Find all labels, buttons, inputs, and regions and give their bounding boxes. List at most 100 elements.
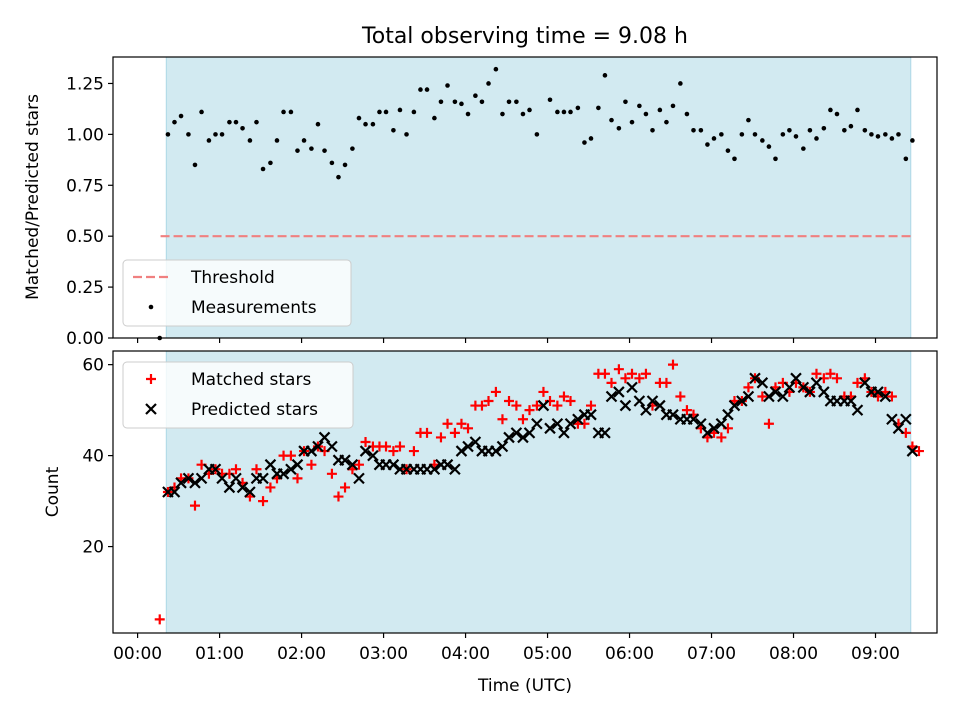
data-point [572,413,584,426]
data-point [620,373,631,384]
data-point [189,500,200,511]
data-point [555,109,560,115]
legend-label: Matched stars [191,370,311,390]
data-point [640,368,651,379]
data-point [613,386,625,398]
data-point [675,391,686,402]
data-point [435,432,446,443]
data-point [797,381,810,394]
data-point [264,458,277,471]
data-point [295,148,300,153]
data-point [449,427,460,438]
data-point [240,125,245,131]
legend-label: Threshold [190,268,275,288]
data-point [558,391,569,402]
data-point [326,468,337,479]
data-point [359,445,372,457]
data-point [828,107,833,113]
data-point [305,445,318,457]
data-point [657,107,663,113]
data-point [340,482,351,493]
data-point [441,458,454,471]
data-point [479,99,485,105]
data-point [346,458,359,471]
x-tick-label: 07:00 [687,644,736,664]
data-point [309,146,314,151]
data-point [506,99,512,105]
data-point [544,422,556,435]
data-point [634,373,645,384]
data-point [818,386,830,398]
data-point [623,99,628,105]
data-point [769,386,782,398]
data-point [418,87,423,92]
data-point [510,427,523,439]
data-point [251,464,262,475]
data-point [681,405,692,416]
data-point [165,132,171,137]
data-point [213,132,218,137]
data-point [749,372,761,385]
data-point [230,472,242,485]
data-point [889,136,895,141]
data-point [739,132,745,137]
data-point [236,481,249,494]
data-point [227,119,232,125]
legend-marker [146,374,156,384]
data-point [318,431,331,444]
data-point [154,614,165,625]
data-point [763,418,774,429]
data-point [274,138,280,143]
data-point [565,396,576,407]
data-point [766,144,772,149]
data-point [178,113,184,119]
data-point [619,399,632,412]
data-point [503,431,515,444]
data-point [247,138,253,143]
data-point [424,87,430,92]
data-point [810,377,823,389]
data-point [230,464,241,475]
data-point [531,417,543,430]
x-tick-label: 06:00 [605,644,654,664]
data-point [306,459,317,470]
legend-box [122,259,352,327]
data-point [687,413,700,426]
data-point [199,109,204,115]
data-point [462,440,474,453]
data-point [605,390,618,403]
data-point [527,107,532,113]
data-point [793,134,799,139]
data-point [452,99,458,105]
data-point [186,132,191,137]
data-point [701,427,714,439]
data-point [575,105,581,111]
x-tick-label: 00:00 [113,644,162,664]
top-panel: 0.00 0.25 0.50 0.75 1.00 1.25 Threshold Measure… [66,56,938,349]
data-point [582,140,587,145]
data-point [725,148,731,153]
data-point [664,119,669,125]
x-tick-label: 03:00 [359,644,408,664]
data-point [756,377,769,389]
data-point [711,136,717,141]
data-point [244,486,256,498]
data-point [801,146,806,151]
data-point [394,441,405,452]
bottom-y-axis-label: Count [43,466,63,517]
axes-frame [112,350,938,634]
data-point [831,373,842,384]
series-matched-stars [154,359,924,625]
legend: Matched stars Predicted stars [122,361,354,429]
data-point [807,128,813,133]
data-point [906,445,919,457]
data-point [381,441,392,452]
data-point [370,121,376,127]
data-point [708,422,720,435]
data-point [258,496,269,507]
data-point [442,418,453,429]
data-point [189,477,201,489]
data-point [285,450,296,461]
data-point [879,390,892,403]
y-tick-label: 0.25 [66,278,104,298]
